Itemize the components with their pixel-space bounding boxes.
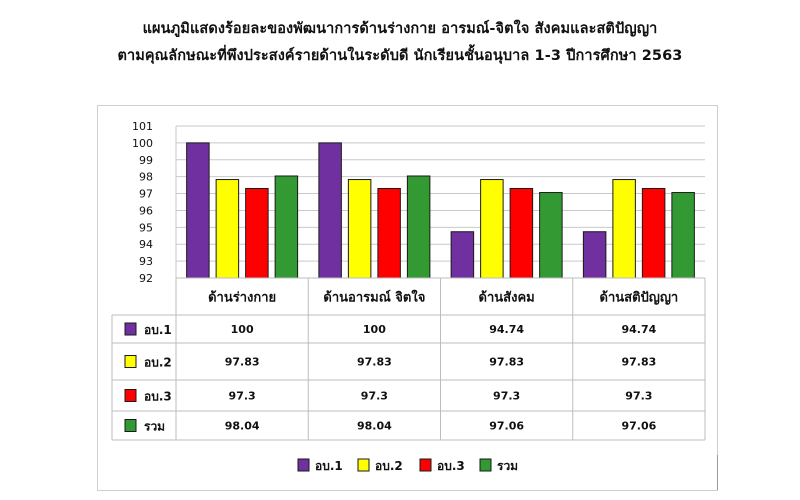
y-tick-label: 101 [132, 120, 153, 133]
data-label: 97.3 [493, 390, 520, 403]
legend-label: อบ.1 [315, 459, 343, 473]
chart-title-line-1: แผนภูมิแสดงร้อยละของพัฒนาการด้านร่างกาย … [142, 21, 658, 37]
data-label: 97.83 [489, 356, 524, 369]
bar [406, 175, 431, 279]
bar [582, 231, 607, 279]
series-row-label: อบ.2 [144, 356, 172, 370]
bar [671, 192, 695, 279]
data-label: 97.83 [225, 356, 260, 369]
data-label: 98.04 [225, 420, 260, 433]
bar [215, 179, 240, 279]
legend-label: รวม [497, 459, 518, 473]
bar [509, 187, 534, 279]
bar [450, 231, 475, 279]
chart-frame [97, 105, 718, 491]
data-label: 100 [363, 323, 386, 336]
data-label: 98.04 [357, 420, 392, 433]
bar [245, 187, 269, 279]
frame-edge [717, 455, 718, 490]
bar [539, 192, 563, 279]
y-tick-label: 92 [139, 272, 153, 285]
category-label: ด้านสังคม [479, 290, 535, 306]
series-row-label: รวม [144, 420, 165, 434]
y-tick-label: 98 [139, 171, 153, 184]
legend-key [124, 389, 137, 402]
bar [318, 142, 342, 279]
data-label: 94.74 [489, 323, 524, 336]
category-label: ด้านร่างกาย [208, 290, 276, 306]
data-label: 94.74 [621, 323, 656, 336]
bar [347, 179, 372, 279]
bar [377, 187, 401, 279]
data-label: 97.83 [357, 356, 392, 369]
y-tick-label: 96 [139, 204, 153, 217]
legend-key [124, 322, 137, 336]
legend-swatch [479, 458, 492, 472]
bar [480, 179, 504, 279]
data-label: 97.3 [229, 390, 256, 403]
data-label: 97.3 [361, 390, 388, 403]
y-tick-label: 93 [139, 255, 153, 268]
data-label: 97.06 [621, 420, 656, 433]
bar [186, 142, 210, 279]
y-tick-label: 100 [132, 137, 153, 150]
bar [612, 179, 636, 279]
data-label: 97.83 [621, 356, 656, 369]
series-row-label: อบ.1 [144, 323, 172, 337]
series-row-label: อบ.3 [144, 390, 172, 404]
legend-swatch [357, 458, 370, 472]
bar [274, 175, 299, 279]
legend-key [124, 419, 137, 432]
data-label: 97.3 [625, 390, 652, 403]
y-tick-label: 94 [139, 238, 153, 251]
legend-label: อบ.2 [375, 459, 403, 473]
y-tick-label: 95 [139, 221, 153, 234]
category-label: ด้านสติปัญญา [600, 290, 679, 306]
legend-key [124, 355, 137, 368]
category-label: ด้านอารมณ์ จิตใจ [323, 289, 425, 306]
data-label: 97.06 [489, 420, 524, 433]
legend-label: อบ.3 [437, 459, 465, 473]
data-label: 100 [231, 323, 254, 336]
y-tick-label: 97 [139, 188, 153, 201]
legend-swatch [297, 458, 310, 472]
y-tick-label: 99 [139, 154, 153, 167]
legend-swatch [419, 458, 432, 472]
bar [641, 187, 666, 279]
chart-title-line-2: ตามคุณลักษณะที่พึงประสงค์รายด้านในระดับด… [117, 48, 683, 64]
